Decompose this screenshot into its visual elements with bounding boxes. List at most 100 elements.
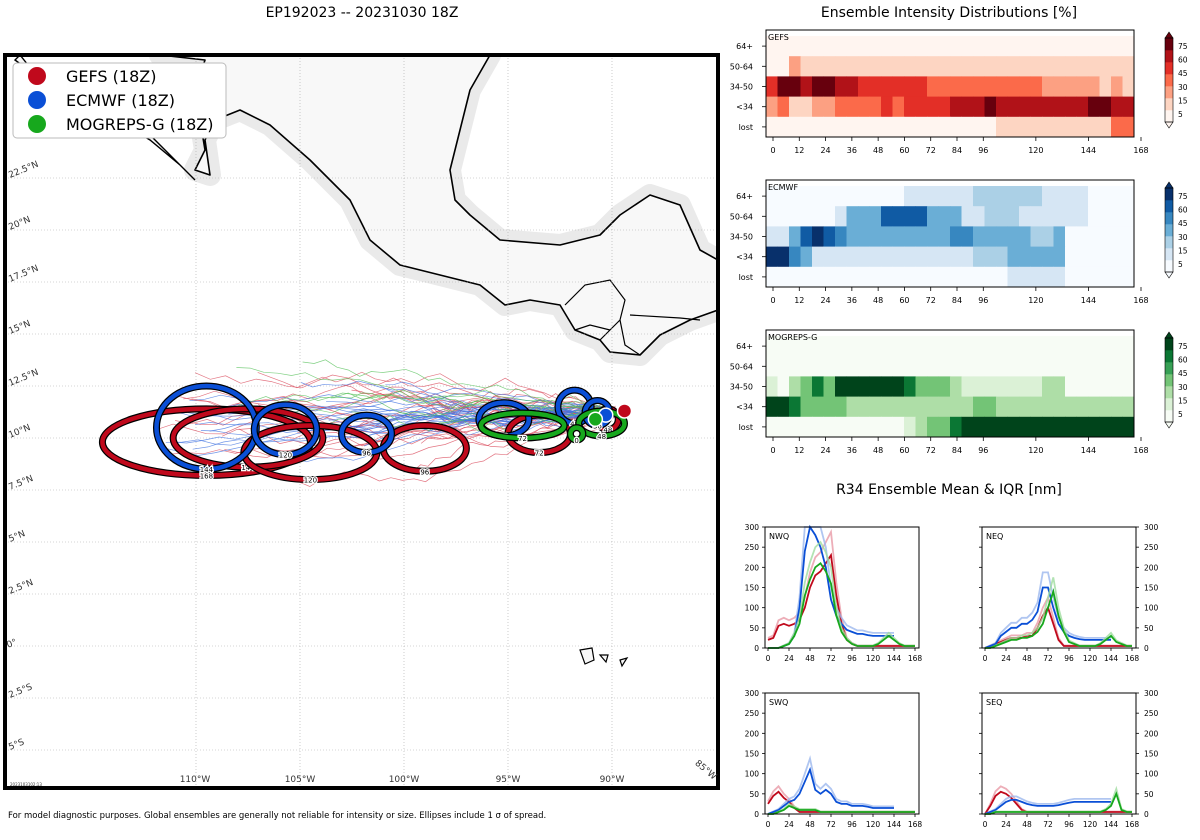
heatmap-cell <box>823 76 836 97</box>
heatmap-cell <box>766 416 778 438</box>
legend-label-mogreps: MOGREPS-G (18Z) <box>66 115 213 134</box>
heatmap-cell <box>1088 266 1100 288</box>
colorbar-tick: 45 <box>1178 369 1188 378</box>
heatmap-cell <box>800 186 813 207</box>
heatmap-cell <box>915 266 928 288</box>
colorbar-tick: 15 <box>1178 96 1188 105</box>
heatmap-cell <box>892 116 905 138</box>
heatmap-x-tick: 60 <box>899 296 909 305</box>
r34-x-tick: 168 <box>1125 654 1140 663</box>
heatmap-x-tick: 48 <box>873 446 883 455</box>
heatmap-cell <box>823 336 836 357</box>
colorbar-tick: 15 <box>1178 246 1188 255</box>
heatmap-cell <box>996 206 1008 227</box>
heatmap-cell <box>1019 116 1031 138</box>
ellipse-ecmwf <box>339 412 394 455</box>
heatmap-cell <box>1099 356 1112 377</box>
heatmap-cell <box>823 246 836 268</box>
heatmap-cell <box>961 376 974 397</box>
heatmap-cell <box>915 56 928 77</box>
r34-y-tick: 300 <box>745 523 760 532</box>
heatmap-cell <box>1030 76 1043 97</box>
ellipse-mogreps-g <box>568 425 586 443</box>
heatmap-cell <box>881 36 893 57</box>
r34-y-tick: 300 <box>1144 523 1159 532</box>
heatmap-cell <box>789 76 801 97</box>
heatmap-cell <box>1122 36 1135 57</box>
heatmap-cell <box>996 246 1008 268</box>
heatmap-cell <box>1042 376 1054 397</box>
heatmap-cell <box>777 36 790 57</box>
heatmap-cell <box>904 186 916 207</box>
heatmap-cell <box>892 376 905 397</box>
heatmap-cell <box>1122 76 1135 97</box>
heatmap-cell <box>892 396 905 418</box>
heatmap-x-tick: 24 <box>820 296 830 305</box>
heatmap-cell <box>789 356 801 377</box>
heatmap-cell <box>869 416 882 438</box>
heatmap-cell <box>950 266 962 288</box>
heatmap-cell <box>1111 266 1123 288</box>
heatmap-cell <box>915 116 928 138</box>
colorbar-cell <box>1165 236 1173 249</box>
r34-y-tick: 200 <box>745 729 760 738</box>
heatmap-cell <box>927 186 939 207</box>
heatmap-cell <box>823 56 836 77</box>
heatmap-cell <box>973 376 985 397</box>
heatmap-cell <box>938 206 951 227</box>
heatmap-cell <box>904 36 916 57</box>
heatmap-cell <box>950 76 962 97</box>
heatmap-cell <box>1053 56 1066 77</box>
legend-marker-ecmwf <box>28 91 46 109</box>
heatmap-cell <box>1099 186 1112 207</box>
heatmap-cell <box>938 36 951 57</box>
heatmap-x-tick: 0 <box>770 296 775 305</box>
heatmap-cell <box>777 336 790 357</box>
heatmap-frame <box>765 329 1135 438</box>
r34-x-tick: 24 <box>1001 654 1011 663</box>
heatmap-cell <box>823 356 836 377</box>
heatmap-cell <box>789 116 801 138</box>
heatmap-cell <box>835 246 847 268</box>
heatmap-cell <box>1088 396 1100 418</box>
heatmap-cell <box>846 96 859 118</box>
heatmap-row-label: lost <box>739 423 753 432</box>
heatmap-x-tick: 144 <box>1081 296 1096 305</box>
heatmap-cell <box>950 376 962 397</box>
heatmap-cell <box>1099 266 1112 288</box>
heatmap-cell <box>766 356 778 377</box>
heatmap-cell <box>766 76 778 97</box>
heatmap-cell <box>1122 416 1135 438</box>
heatmap-x-tick: 60 <box>899 146 909 155</box>
heatmap-cell <box>1099 376 1112 397</box>
r34-y-tick: 100 <box>1144 604 1159 613</box>
heatmap-cell <box>1019 226 1031 247</box>
heatmap-x-tick: 12 <box>794 146 804 155</box>
heatmap-cell <box>766 36 778 57</box>
heatmap-cell <box>927 76 939 97</box>
heatmap-cell <box>812 36 824 57</box>
heatmap-cell <box>800 116 813 138</box>
heatmap-cell <box>1030 206 1043 227</box>
lon-label: 100°W <box>389 775 420 785</box>
colorbar-tick: 75 <box>1178 342 1188 351</box>
heatmap-x-tick: 84 <box>952 146 962 155</box>
heatmap-cell <box>1065 226 1077 247</box>
origin-marker <box>616 403 633 419</box>
heatmap-row-label: 34-50 <box>730 383 753 392</box>
r34-mean-line <box>768 804 915 815</box>
heatmap-cell <box>812 266 824 288</box>
heatmap-cell <box>1065 376 1077 397</box>
heatmap-cell <box>823 206 836 227</box>
heatmap-cell <box>766 266 778 288</box>
heatmap-x-tick: 84 <box>952 296 962 305</box>
heatmap-cell <box>789 396 801 418</box>
heatmap-cell <box>812 226 824 247</box>
heatmap-cell <box>835 226 847 247</box>
heatmap-cell <box>800 246 813 268</box>
r34-y-tick: 250 <box>1144 543 1159 552</box>
heatmap-cell <box>1019 416 1031 438</box>
r34-iqr-line <box>985 577 1132 649</box>
heatmap-cell <box>881 416 893 438</box>
heatmap-x-tick: 168 <box>1133 296 1148 305</box>
